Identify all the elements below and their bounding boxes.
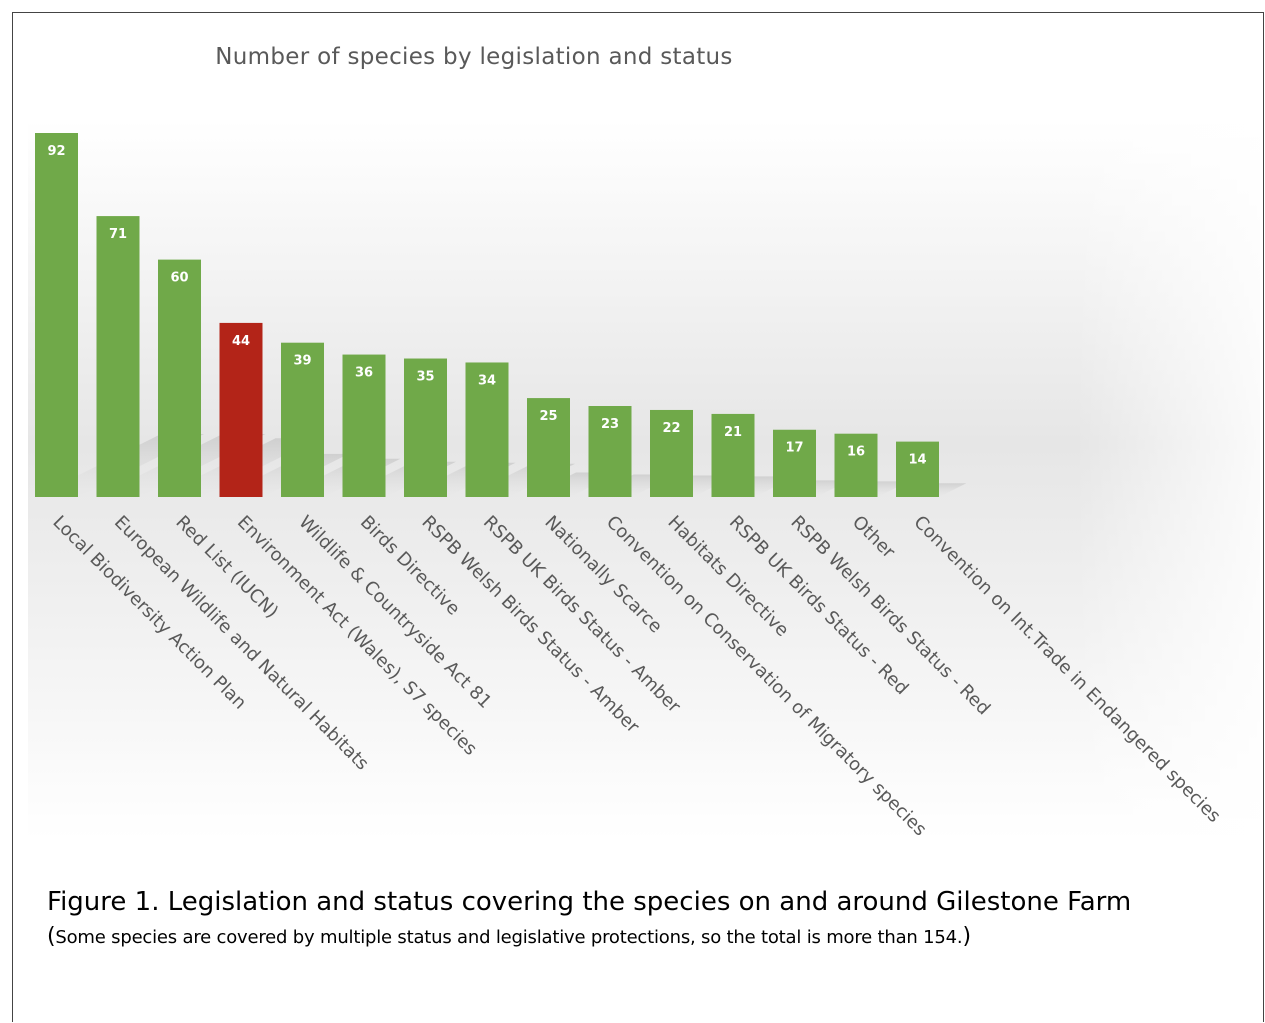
data-label: 16 — [847, 445, 865, 460]
data-label: 92 — [47, 144, 65, 159]
data-labels-group: 92 71 60 44 39 36 35 34 25 23 22 21 17 16 14 — [47, 144, 926, 468]
bar — [773, 429, 816, 497]
bar — [834, 433, 878, 497]
figure-caption: Figure 1. Legislation and status coverin… — [47, 884, 1227, 951]
caption-open-paren: ( — [47, 924, 56, 949]
data-label: 44 — [232, 334, 250, 349]
bar — [650, 409, 693, 497]
bars-group — [35, 133, 939, 497]
bar-chart: Number of species by legislation and sta… — [28, 44, 1260, 840]
data-label: 14 — [908, 453, 926, 468]
bar — [281, 342, 324, 497]
bar — [219, 322, 263, 497]
data-label: 71 — [109, 227, 127, 242]
data-label: 39 — [293, 354, 311, 369]
bar — [96, 216, 140, 497]
figure-frame — [12, 12, 1264, 1022]
bar — [342, 354, 386, 497]
bar — [35, 133, 78, 497]
data-label: 17 — [785, 441, 803, 456]
data-label: 25 — [539, 409, 557, 424]
bar — [711, 413, 755, 497]
data-label: 22 — [662, 421, 680, 436]
bar — [404, 358, 447, 497]
caption-note-line: (Some species are covered by multiple st… — [47, 924, 1227, 951]
bar — [527, 398, 570, 497]
bar — [588, 406, 632, 497]
data-label: 36 — [355, 366, 373, 381]
data-label: 21 — [724, 425, 742, 440]
chart-title: Number of species by legislation and sta… — [215, 44, 732, 70]
caption-close-paren: ) — [962, 924, 971, 949]
bar — [465, 362, 509, 497]
bar — [896, 441, 939, 497]
caption-main: Figure 1. Legislation and status coverin… — [47, 887, 1132, 917]
data-label: 35 — [416, 370, 434, 385]
data-label: 34 — [478, 373, 496, 388]
bar — [158, 259, 201, 497]
data-label: 60 — [170, 271, 188, 286]
caption-note: Some species are covered by multiple sta… — [55, 927, 963, 948]
data-label: 23 — [601, 417, 619, 432]
